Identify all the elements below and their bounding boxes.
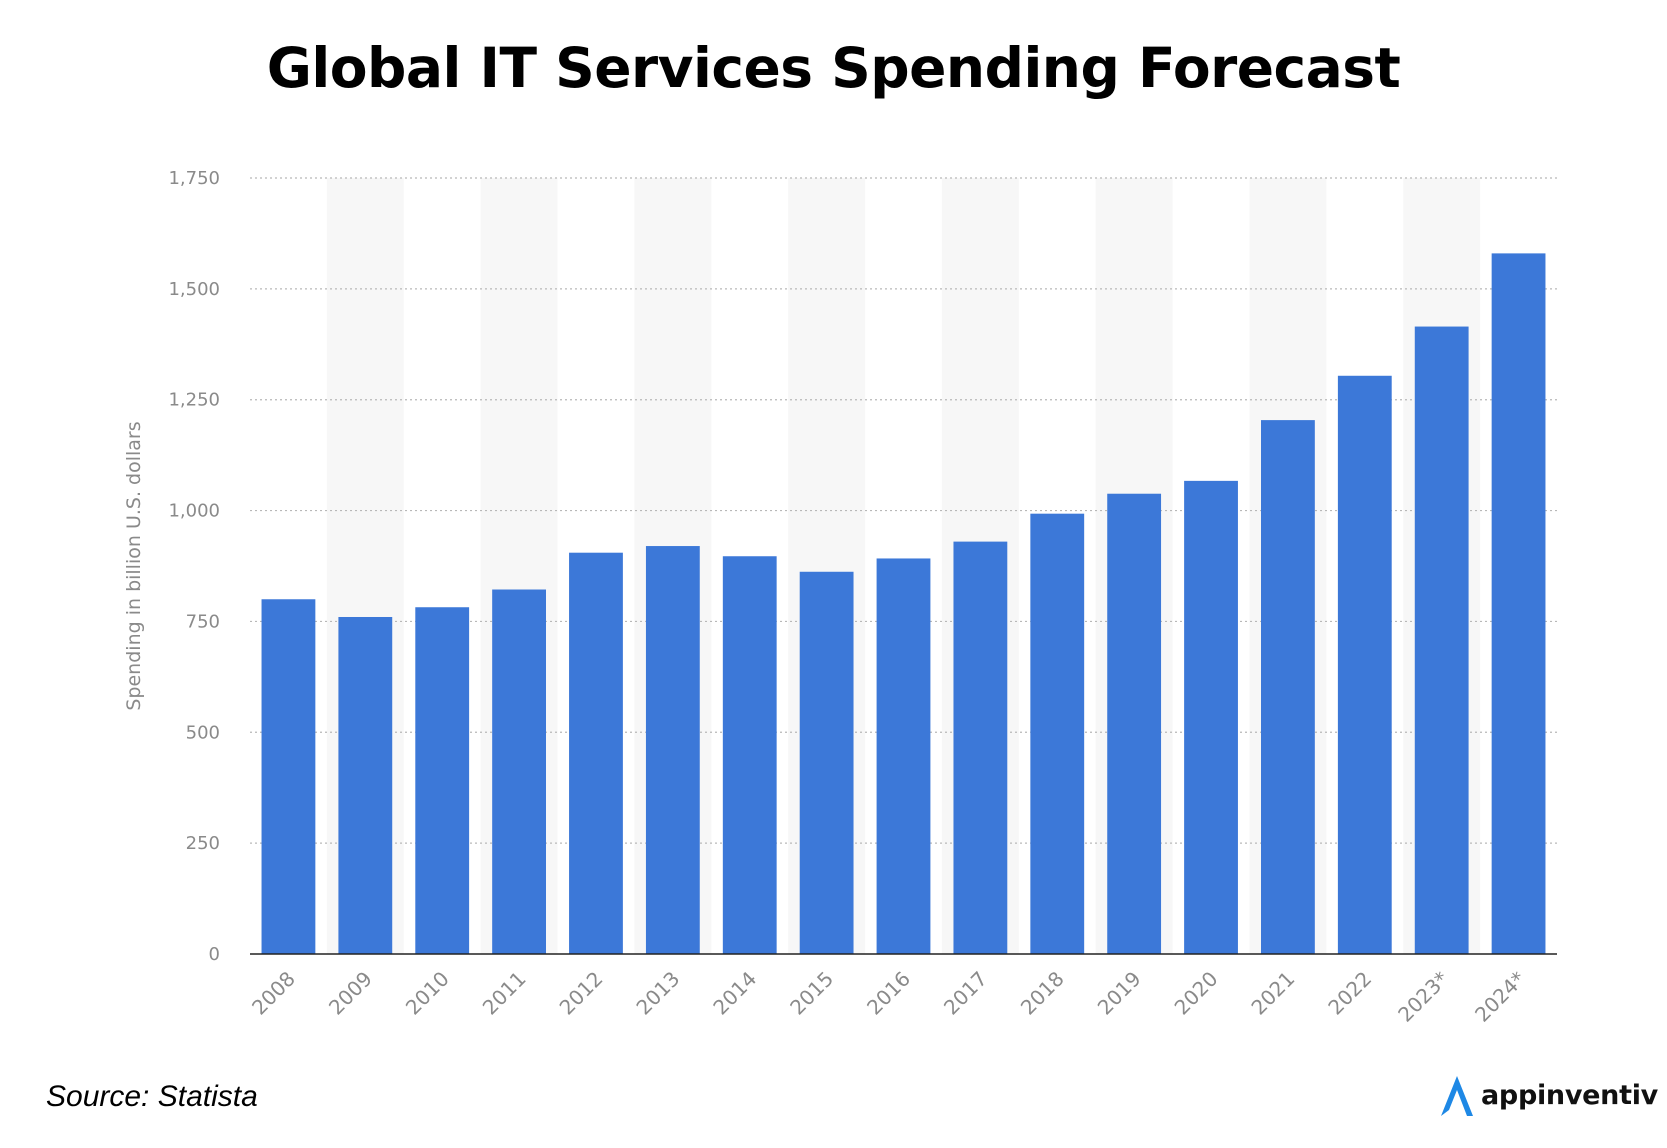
x-tick-label: 2013 — [631, 967, 684, 1020]
y-axis-ticks: 0 250 500 750 1,000 1,250 1,500 1,750 — [168, 168, 220, 965]
bar-2018 — [1030, 513, 1085, 954]
bar-2021 — [1261, 420, 1315, 954]
bar-2008 — [261, 599, 316, 954]
bar-2010 — [415, 607, 470, 954]
x-tick-label: 2022 — [1323, 967, 1376, 1020]
x-tick-label: 2009 — [324, 967, 377, 1020]
y-axis-label: Spending in billion U.S. dollars — [123, 421, 145, 710]
y-tick-label: 750 — [186, 611, 220, 632]
bar-2016 — [876, 558, 931, 954]
x-tick-label: 2019 — [1093, 967, 1146, 1020]
x-tick-label: 2016 — [862, 967, 915, 1020]
x-tick-label: 2021 — [1246, 967, 1299, 1020]
x-tick-label: 2017 — [939, 967, 992, 1020]
x-tick-label: 2014 — [708, 967, 761, 1020]
y-tick-label: 250 — [186, 833, 220, 854]
x-tick-label: 2011 — [478, 967, 531, 1020]
source-note: Source: Statista — [46, 1080, 258, 1113]
page-title: Global IT Services Spending Forecast — [266, 36, 1401, 100]
bar-2023-forecast — [1414, 326, 1469, 954]
y-tick-label: 1,000 — [168, 501, 220, 522]
x-tick-label: 2024* — [1470, 967, 1530, 1027]
bar-2015 — [799, 571, 854, 954]
y-tick-label: 0 — [209, 944, 220, 965]
bar-2012 — [569, 552, 623, 954]
bar-2017 — [953, 541, 1008, 954]
y-tick-label: 500 — [186, 722, 220, 743]
y-tick-label: 1,250 — [168, 390, 220, 411]
bars — [261, 253, 1546, 954]
bar-2020 — [1184, 480, 1238, 954]
x-tick-label: 2010 — [401, 967, 454, 1020]
bar-2011 — [492, 589, 546, 954]
x-tick-label: 2015 — [785, 967, 838, 1020]
bar-2019 — [1107, 493, 1162, 954]
bar-2024-forecast — [1491, 253, 1546, 954]
bar-2022 — [1337, 375, 1392, 954]
bar-2013 — [645, 546, 700, 954]
x-tick-label: 2012 — [555, 967, 608, 1020]
y-tick-label: 1,750 — [168, 168, 220, 189]
brand[interactable]: appinventiv — [1437, 1072, 1658, 1118]
x-tick-label: 2008 — [247, 967, 300, 1020]
appinventiv-logo-icon — [1441, 1076, 1473, 1116]
x-axis-ticks: 2008 2009 2010 2011 2012 2013 2014 2015 2016 2017… — [247, 967, 1530, 1027]
y-tick-label: 1,500 — [168, 279, 220, 300]
x-tick-label: 2020 — [1170, 967, 1223, 1020]
bar-2014 — [722, 556, 777, 954]
x-tick-label: 2023* — [1393, 967, 1453, 1027]
x-tick-label: 2018 — [1016, 967, 1069, 1020]
brand-name: appinventiv — [1481, 1079, 1658, 1111]
bar-2009 — [338, 616, 393, 954]
